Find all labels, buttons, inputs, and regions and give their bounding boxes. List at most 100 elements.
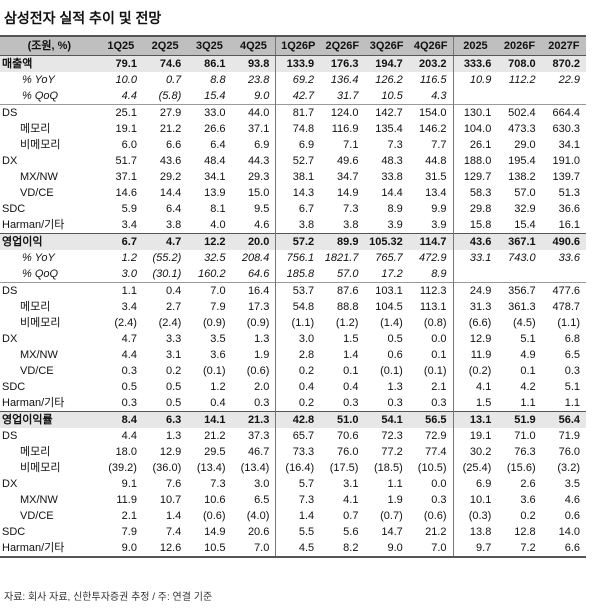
- cell: 870.2: [541, 55, 586, 72]
- cell: 0.5: [121, 381, 137, 393]
- cell: 14.3: [275, 185, 321, 201]
- cell: 10.1: [452, 492, 498, 508]
- cell: 74.6: [142, 55, 188, 72]
- table-row: % QoQ 3.0 (30.1) 160.2 64.6 185.8 57.0 17.2 8.9: [0, 266, 586, 283]
- cell: 112.3: [408, 282, 454, 299]
- cell: 71.0: [514, 430, 536, 442]
- cell: 0.2: [520, 510, 536, 522]
- cell: (13.4): [196, 462, 226, 474]
- cell: 1.1: [98, 282, 143, 299]
- table-row: 영업이익 6.7 4.7 12.2 20.0 57.2 89.9 105.32 114.7 43.…: [0, 233, 586, 250]
- cell: 103.1: [364, 282, 409, 299]
- cell: 154.0: [408, 104, 454, 121]
- cell: 2.7: [165, 301, 182, 313]
- cell: 44.3: [247, 155, 270, 167]
- cell: 5.6: [343, 526, 359, 538]
- cell: 477.6: [541, 282, 586, 299]
- cell: 24.9: [452, 282, 498, 299]
- cell: 4.5: [275, 540, 321, 558]
- cell: 3.9: [431, 219, 447, 231]
- cell: 81.7: [275, 104, 321, 121]
- cell: 0.3: [121, 365, 137, 377]
- cell: (0.9): [202, 317, 226, 329]
- cell: 7.3: [387, 139, 403, 151]
- cell: 13.4: [425, 187, 447, 199]
- cell: 51.7: [115, 155, 137, 167]
- cell: 104.0: [452, 121, 498, 137]
- cell: 54.1: [364, 411, 409, 428]
- cell: 1.5: [452, 395, 498, 412]
- cell: 1.1: [520, 397, 536, 409]
- cell: [497, 88, 541, 105]
- cell: 51.0: [320, 411, 365, 428]
- cell: 0.4: [210, 397, 226, 409]
- cell: 14.9: [204, 526, 226, 538]
- cell: 3.9: [387, 219, 403, 231]
- cell: 0.3: [431, 494, 447, 506]
- row-label: DS: [0, 282, 99, 299]
- cell: 6.7: [275, 201, 321, 217]
- cell: 17.2: [381, 268, 403, 280]
- cell: 3.5: [564, 478, 580, 490]
- cell: 17.3: [247, 301, 270, 313]
- cell: 0.2: [275, 363, 321, 379]
- cell: 0.7: [165, 74, 182, 86]
- source-note: 자료: 회사 자료, 신한투자증권 추정 / 주: 연결 기준: [4, 592, 213, 603]
- cell: 11.9: [452, 347, 498, 363]
- cell: 32.9: [514, 203, 536, 215]
- cell: 58.3: [452, 185, 498, 201]
- cell: 112.2: [508, 74, 536, 86]
- cell: 142.7: [364, 104, 409, 121]
- cell: 0.3: [387, 397, 403, 409]
- table-row: DX 51.7 43.6 48.4 44.3 52.7 49.6 48.3 44.8 188.0 1…: [0, 153, 586, 169]
- cell: (25.4): [452, 460, 498, 476]
- cell: 14.0: [558, 526, 580, 538]
- cell: 89.9: [320, 233, 365, 250]
- cell: 6.5: [254, 494, 270, 506]
- cell: 7.3: [210, 478, 226, 490]
- cell: 1.2: [121, 252, 137, 264]
- cell: (55.2): [152, 252, 182, 264]
- cell: 49.6: [337, 155, 359, 167]
- cell: 9.7: [452, 540, 498, 558]
- cell: 76.0: [558, 446, 580, 458]
- cell: 9.1: [121, 478, 137, 490]
- row-label: (조원, %): [0, 35, 99, 56]
- cell: 37.1: [115, 171, 137, 183]
- row-label: 메모리: [20, 123, 51, 135]
- cell: (1.2): [335, 317, 359, 329]
- title: 삼성전자 실적 추이 및 전망: [4, 10, 162, 26]
- cell: (0.6): [246, 365, 270, 377]
- row-label: 비메모리: [20, 139, 61, 151]
- row-label: % YoY: [22, 74, 55, 86]
- cell: 116.5: [419, 74, 447, 86]
- cell: 1.3: [387, 381, 403, 393]
- row-label: MX/NW: [20, 349, 58, 361]
- cell: 124.0: [320, 104, 365, 121]
- cell: 9.9: [431, 203, 447, 215]
- table-row: SDC 0.5 0.5 1.2 2.0 0.4 0.4 1.3 2.1 4.1 4.2 5.1: [0, 379, 586, 395]
- cell: (17.5): [329, 462, 359, 474]
- cell: 3.4: [121, 301, 137, 313]
- cell: 139.7: [552, 171, 580, 183]
- cell: 51.9: [497, 411, 542, 428]
- cell: 34.7: [337, 171, 359, 183]
- cell: 472.9: [419, 252, 447, 264]
- cell: 12.2: [187, 233, 232, 250]
- cell: 6.6: [165, 139, 182, 151]
- cell: 7.4: [165, 526, 182, 538]
- cell: 8.4: [98, 411, 143, 428]
- cell: [452, 88, 498, 105]
- cell: 664.4: [541, 104, 586, 121]
- cell: 53.7: [275, 282, 321, 299]
- cell: 4.1: [343, 494, 359, 506]
- cell: 6.5: [564, 349, 580, 361]
- cell: 19.1: [452, 428, 498, 444]
- cell: 31.3: [452, 299, 498, 315]
- cell: 3.6: [210, 349, 226, 361]
- cell: (13.4): [240, 462, 270, 474]
- cell: 5.7: [275, 476, 321, 492]
- cell: 3.8: [165, 219, 182, 231]
- cell: 478.7: [552, 301, 580, 313]
- cell: 65.7: [275, 428, 321, 444]
